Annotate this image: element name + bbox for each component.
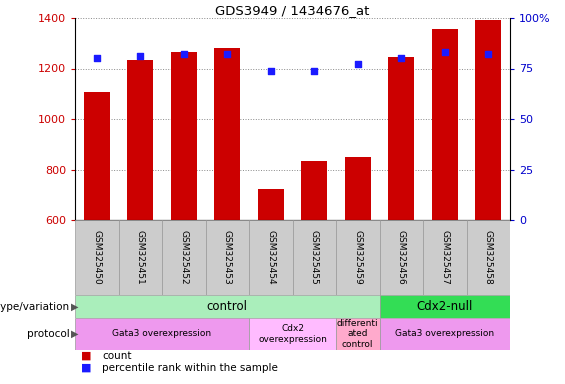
Text: GSM325451: GSM325451 xyxy=(136,230,145,285)
Text: Gata3 overexpression: Gata3 overexpression xyxy=(395,329,494,339)
Bar xyxy=(380,318,510,350)
Bar xyxy=(345,157,371,220)
Title: GDS3949 / 1434676_at: GDS3949 / 1434676_at xyxy=(215,4,370,17)
Text: GSM325457: GSM325457 xyxy=(440,230,449,285)
Bar xyxy=(206,220,249,295)
Text: genotype/variation: genotype/variation xyxy=(0,301,69,311)
Bar xyxy=(75,318,249,350)
Bar xyxy=(380,295,510,318)
Text: Cdx2
overexpression: Cdx2 overexpression xyxy=(258,324,327,344)
Bar xyxy=(432,29,458,220)
Bar xyxy=(249,318,336,350)
Text: GSM325455: GSM325455 xyxy=(310,230,319,285)
Text: ■: ■ xyxy=(81,351,91,361)
Text: ▶: ▶ xyxy=(71,301,78,311)
Text: GSM325454: GSM325454 xyxy=(266,230,275,285)
Bar xyxy=(171,52,197,220)
Bar xyxy=(301,161,327,220)
Bar xyxy=(336,318,380,350)
Bar xyxy=(293,220,336,295)
Bar xyxy=(75,295,380,318)
Point xyxy=(484,51,493,58)
Bar xyxy=(84,92,110,220)
Text: GSM325458: GSM325458 xyxy=(484,230,493,285)
Bar xyxy=(119,220,162,295)
Bar xyxy=(423,220,467,295)
Text: count: count xyxy=(102,351,132,361)
Text: GSM325452: GSM325452 xyxy=(179,230,188,285)
Text: GSM325459: GSM325459 xyxy=(353,230,362,285)
Bar xyxy=(475,20,501,220)
Text: protocol: protocol xyxy=(27,329,69,339)
Text: percentile rank within the sample: percentile rank within the sample xyxy=(102,363,278,373)
Point xyxy=(353,61,362,68)
Text: ▶: ▶ xyxy=(71,329,78,339)
Text: GSM325450: GSM325450 xyxy=(92,230,101,285)
Text: ■: ■ xyxy=(81,363,91,373)
Bar xyxy=(249,220,293,295)
Text: control: control xyxy=(207,300,247,313)
Bar xyxy=(467,220,510,295)
Text: GSM325456: GSM325456 xyxy=(397,230,406,285)
Point xyxy=(266,68,275,74)
Text: GSM325453: GSM325453 xyxy=(223,230,232,285)
Bar xyxy=(75,220,119,295)
Bar xyxy=(380,220,423,295)
Bar xyxy=(162,220,206,295)
Point xyxy=(223,51,232,58)
Point xyxy=(179,51,188,58)
Point xyxy=(397,55,406,61)
Bar xyxy=(127,60,153,220)
Text: differenti
ated
control: differenti ated control xyxy=(337,319,379,349)
Bar xyxy=(336,220,380,295)
Text: Gata3 overexpression: Gata3 overexpression xyxy=(112,329,211,339)
Point xyxy=(440,49,449,55)
Text: Cdx2-null: Cdx2-null xyxy=(416,300,473,313)
Bar xyxy=(214,48,240,220)
Bar xyxy=(258,189,284,220)
Point xyxy=(92,55,101,61)
Point xyxy=(136,53,145,60)
Point xyxy=(310,68,319,74)
Bar xyxy=(388,57,414,220)
